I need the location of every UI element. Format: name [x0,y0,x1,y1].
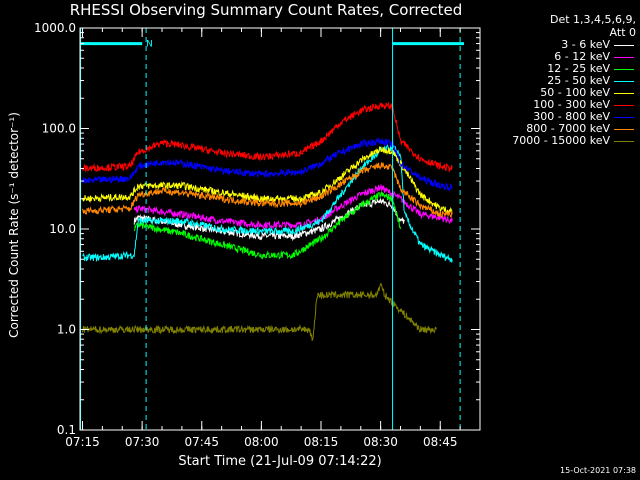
legend-swatch [614,57,634,58]
series-line-8 [82,283,437,341]
legend-entry-8: 7000 - 15000 keV [484,135,636,147]
x-axis-label: Start Time (21-Jul-09 07:14:22) [178,454,382,469]
y-tick-label-3: 100.0 [42,122,76,136]
legend-swatch [614,129,634,130]
legend-label: 800 - 7000 keV [526,122,610,135]
legend-entry-4: 50 - 100 keV [484,87,636,99]
legend: Det 1,3,4,5,6,9, Att 0 3 - 6 keV 6 - 12 k… [484,13,636,147]
x-tick-label-1: 07:30 [125,435,160,449]
legend-swatch [614,105,634,106]
y-tick-label-1: 1.0 [57,323,76,337]
legend-entry-0: 3 - 6 keV [484,39,636,51]
y-axis-label: Corrected Count Rate (s⁻¹ detector⁻¹) [7,112,21,338]
series-line-6 [82,137,453,192]
x-tick-label-5: 08:30 [363,435,398,449]
legend-label: 7000 - 15000 keV [512,134,610,147]
series-line-2 [133,190,401,260]
legend-entry-5: 100 - 300 keV [484,99,636,111]
legend-label: 25 - 50 keV [547,74,610,87]
legend-attenuator: Att 0 [609,26,636,39]
legend-swatch [614,81,634,82]
chart-title: RHESSI Observing Summary Count Rates, Co… [69,1,463,19]
legend-swatch [614,45,634,46]
legend-label: 50 - 100 keV [540,86,610,99]
legend-swatch [614,93,634,94]
legend-entry-2: 12 - 25 keV [484,63,636,75]
legend-detectors: Det 1,3,4,5,6,9, [549,13,636,26]
legend-label: 3 - 6 keV [561,38,610,51]
x-tick-label-0: 07:15 [65,435,100,449]
legend-entry-1: 6 - 12 keV [484,51,636,63]
x-tick-label-3: 08:00 [244,435,279,449]
night-label: N [146,40,153,50]
generation-timestamp: 15-Oct-2021 07:38 [560,466,636,475]
y-tick-label-0: 0.1 [57,423,76,437]
y-tick-label-4: 1000.0 [34,21,76,35]
legend-label: 6 - 12 keV [554,50,610,63]
legend-label: 12 - 25 keV [547,62,610,75]
legend-swatch [614,141,634,142]
legend-label: 100 - 300 keV [533,98,610,111]
series-line-5 [82,101,453,173]
series-line-1 [133,184,453,230]
x-tick-label-6: 08:45 [423,435,458,449]
legend-label: 300 - 800 keV [533,110,610,123]
plot-frame [79,27,481,431]
legend-entries: 3 - 6 keV 6 - 12 keV 12 - 25 keV 25 - 50 ke… [484,39,636,147]
y-tick-label-2: 10.0 [49,222,76,236]
legend-entry-3: 25 - 50 keV [484,75,636,87]
series-line-4 [82,146,453,215]
legend-entry-7: 800 - 7000 keV [484,123,636,135]
series-line-7 [82,162,453,218]
legend-swatch [614,69,634,70]
legend-swatch [614,117,634,118]
legend-entry-6: 300 - 800 keV [484,111,636,123]
x-tick-label-2: 07:45 [184,435,219,449]
series-line-3 [82,144,453,263]
x-tick-label-4: 08:15 [304,435,339,449]
